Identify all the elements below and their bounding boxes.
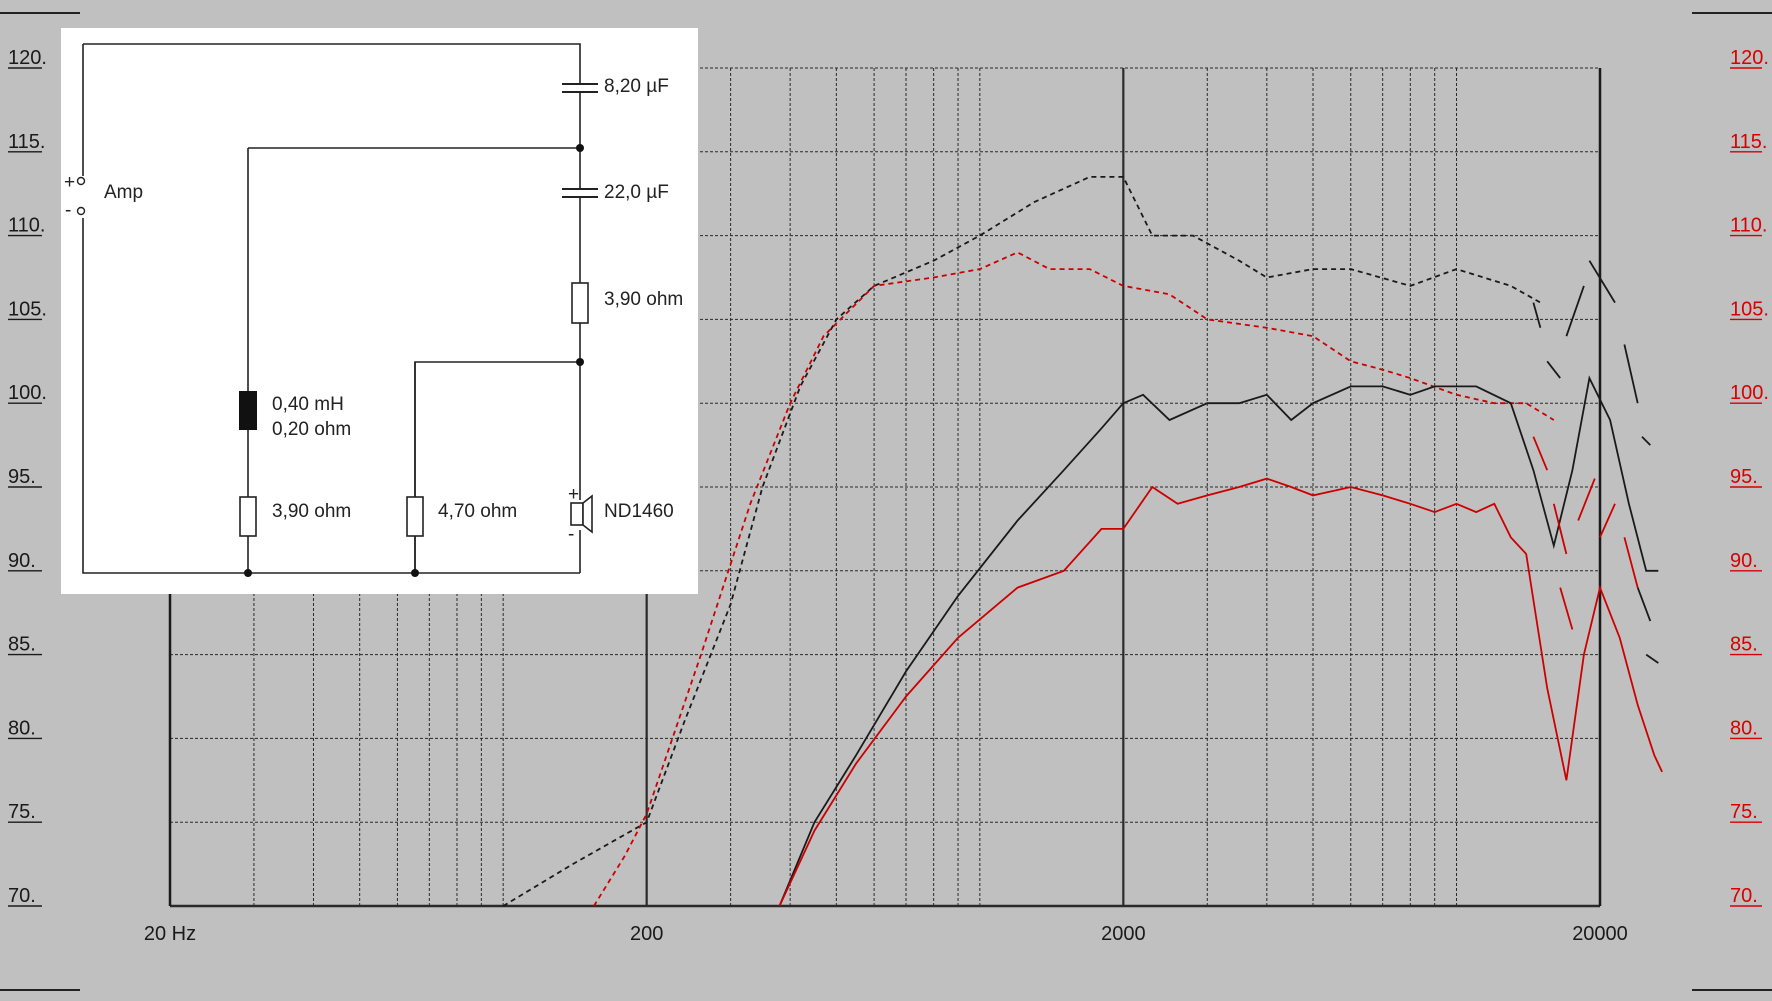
x-tick-label: 20000 xyxy=(1572,923,1628,945)
capacitor-c1-label: 8,20 µF xyxy=(604,76,669,97)
y-tick-label-right: 70. xyxy=(1730,885,1758,907)
y-tick-label-left: 85. xyxy=(8,634,36,656)
junction-dots xyxy=(244,144,584,577)
series-fragment-4 xyxy=(1588,260,1616,304)
series-line-3 xyxy=(778,375,1659,907)
series-line-4 xyxy=(778,477,1663,907)
y-tick-label-right: 100. xyxy=(1730,382,1769,404)
series-fragment-8 xyxy=(1645,653,1659,664)
driver-label: ND1460 xyxy=(604,501,674,522)
series-fragment-7 xyxy=(1636,587,1652,622)
amp-minus-label: - xyxy=(65,200,71,221)
amp-plus-label: + xyxy=(64,172,75,193)
y-tick-label-right: 75. xyxy=(1730,801,1758,823)
series-fragment-12 xyxy=(1577,478,1596,521)
resistor-shunt-1-label: 3,90 ohm xyxy=(272,501,351,522)
y-tick-label-left: 110. xyxy=(8,215,45,237)
schematic-panel xyxy=(61,28,698,594)
y-tick-label-right: 80. xyxy=(1730,717,1758,739)
series-line-2 xyxy=(593,251,1555,907)
capacitor-c1 xyxy=(562,83,598,93)
y-tick-label-left: 105. xyxy=(8,298,47,320)
series-fragment-2 xyxy=(1546,360,1561,379)
speaker-icon xyxy=(570,494,593,534)
inductor xyxy=(239,391,257,430)
y-tick-label-right: 120. xyxy=(1730,47,1769,69)
y-tick-label-left: 100. xyxy=(8,382,47,404)
y-tick-label-left: 95. xyxy=(8,466,36,488)
series-fragment-5 xyxy=(1623,344,1639,404)
resistor-series xyxy=(571,282,589,324)
series-fragment-13 xyxy=(1599,503,1616,538)
inductor-value-label: 0,40 mH xyxy=(272,394,344,415)
y-tick-label-left: 120. xyxy=(8,47,47,69)
driver-minus-label: - xyxy=(568,524,574,545)
y-tick-label-right: 105. xyxy=(1730,298,1769,320)
capacitor-c2 xyxy=(562,188,598,198)
y-tick-label-left: 75. xyxy=(8,801,36,823)
series-fragment-10 xyxy=(1552,503,1568,555)
y-tick-label-left: 80. xyxy=(8,717,36,739)
y-tick-label-right: 85. xyxy=(1730,634,1758,656)
series-fragment-3 xyxy=(1565,285,1585,337)
inductor-resistance-label: 0,20 ohm xyxy=(272,419,351,440)
series-line-1 xyxy=(502,175,1541,907)
capacitor-c2-label: 22,0 µF xyxy=(604,182,669,203)
x-tick-label: 2000 xyxy=(1101,923,1146,945)
y-tick-label-left: 70. xyxy=(8,885,36,907)
amp-terminals xyxy=(76,176,86,216)
y-tick-label-left: 115. xyxy=(8,131,45,153)
y-tick-label-left: 90. xyxy=(8,550,36,572)
y-tick-label-right: 90. xyxy=(1730,550,1758,572)
y-tick-label-right: 110. xyxy=(1730,215,1767,237)
resistor-shunt-2-label: 4,70 ohm xyxy=(438,501,517,522)
series-fragment-11 xyxy=(1559,587,1574,630)
y-tick-label-right: 115. xyxy=(1730,131,1767,153)
series-fragment-1 xyxy=(1532,302,1542,329)
series-fragment-9 xyxy=(1532,436,1549,471)
resistor-shunt-2 xyxy=(406,496,424,537)
x-tick-label: 20 Hz xyxy=(144,923,196,945)
series-fragment-14 xyxy=(1623,537,1639,588)
x-tick-label: 200 xyxy=(630,923,663,945)
driver-plus-label: + xyxy=(568,484,579,505)
series-fragment-6 xyxy=(1641,436,1651,446)
resistor-series-label: 3,90 ohm xyxy=(604,289,683,310)
amp-label: Amp xyxy=(104,182,143,203)
resistor-shunt-1 xyxy=(239,496,257,537)
y-tick-label-right: 95. xyxy=(1730,466,1758,488)
